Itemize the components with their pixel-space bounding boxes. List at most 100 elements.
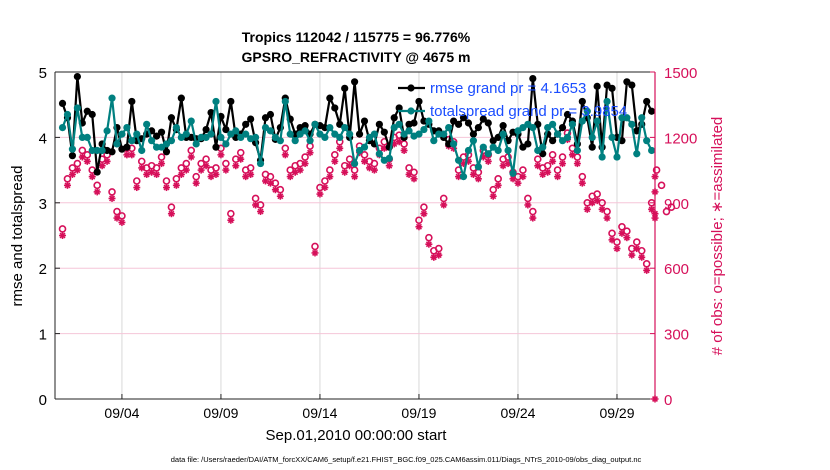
data-point-rmse xyxy=(207,108,215,117)
data-point-totalspread xyxy=(415,130,423,138)
data-point-totalspread xyxy=(474,163,482,171)
data-point-totalspread xyxy=(494,146,502,155)
data-point-assimilated xyxy=(514,179,522,187)
data-point-rmse xyxy=(499,122,507,130)
asterisk-stroke xyxy=(188,154,195,161)
data-point-possible xyxy=(558,153,567,161)
data-point-possible xyxy=(271,179,280,187)
asterisk-stroke xyxy=(475,175,482,182)
data-point-possible xyxy=(301,153,309,161)
data-point-possible xyxy=(613,238,621,246)
data-point-totalspread xyxy=(68,145,77,153)
asterisk-stroke xyxy=(287,173,294,180)
asterisk-stroke xyxy=(569,151,576,158)
asterisk-stroke xyxy=(336,145,343,152)
data-point-assimilated xyxy=(217,151,225,159)
data-point-rmse xyxy=(321,123,329,132)
data-point-totalspread xyxy=(454,156,463,164)
data-point-rmse xyxy=(351,78,359,86)
data-point-possible xyxy=(192,172,200,181)
x-tick-label: 09/14 xyxy=(302,405,337,421)
data-point-totalspread xyxy=(628,120,636,128)
data-point-assimilated xyxy=(638,253,646,261)
asterisk-stroke xyxy=(203,162,210,169)
data-point-totalspread xyxy=(603,97,611,106)
data-point-assimilated xyxy=(405,170,413,178)
axes: 09/04 09/09 09/14 09/19 09/24 09/29 0 1 2 3 4 5 0 300… xyxy=(39,65,698,421)
data-point-totalspread xyxy=(286,130,294,138)
data-point-assimilated xyxy=(296,166,304,174)
data-point-assimilated xyxy=(306,149,314,157)
asterisk-stroke xyxy=(559,160,566,167)
data-point-assimilated xyxy=(628,251,636,259)
asterisk-stroke xyxy=(104,158,111,165)
data-point-assimilated xyxy=(177,170,185,178)
data-point-assimilated xyxy=(276,192,284,200)
data-point-assimilated xyxy=(118,218,126,226)
data-point-totalspread xyxy=(509,169,517,177)
data-point-possible xyxy=(137,157,146,166)
data-point-possible xyxy=(202,155,210,163)
data-point-totalspread xyxy=(633,150,641,158)
data-point-rmse xyxy=(58,99,67,107)
data-point-totalspread xyxy=(63,110,72,119)
asterisk-stroke xyxy=(99,162,106,169)
asterisk-stroke xyxy=(495,182,502,189)
x-tick-label: 09/29 xyxy=(599,405,634,421)
data-point-assimilated xyxy=(351,173,359,181)
y-tick-label-right: 1500 xyxy=(664,65,697,82)
data-point-possible xyxy=(256,201,265,209)
x-tick-label: 09/09 xyxy=(203,405,238,421)
data-point-totalspread xyxy=(118,130,126,138)
data-point-assimilated xyxy=(187,153,195,161)
asterisk-stroke xyxy=(490,193,497,200)
series-assimilated xyxy=(59,136,659,403)
data-point-totalspread xyxy=(217,133,225,141)
data-point-totalspread xyxy=(276,137,284,145)
data-point-assimilated xyxy=(167,210,175,218)
asterisk-stroke xyxy=(534,162,541,169)
legend-swatch-marker xyxy=(407,107,415,115)
data-point-rmse xyxy=(123,143,131,151)
data-point-totalspread xyxy=(549,120,557,128)
data-point-assimilated xyxy=(93,188,101,196)
asterisk-stroke xyxy=(227,217,234,224)
data-point-totalspread xyxy=(291,137,299,145)
data-point-possible xyxy=(152,164,161,172)
data-point-totalspread xyxy=(351,159,359,168)
asterisk-stroke xyxy=(173,182,180,189)
data-point-possible xyxy=(167,203,176,211)
data-point-possible xyxy=(276,185,285,194)
y-axis-label: rmse and totalspread xyxy=(9,166,26,307)
data-point-possible xyxy=(434,244,443,253)
data-point-totalspread xyxy=(78,133,86,141)
data-point-possible xyxy=(345,155,354,163)
legend-entry: totalspread grand pr = 3.9854 xyxy=(398,103,627,120)
data-point-possible xyxy=(340,161,349,170)
data-point-assimilated xyxy=(370,166,378,174)
asterisk-stroke xyxy=(148,169,155,176)
data-point-totalspread xyxy=(613,153,621,161)
data-point-possible xyxy=(618,222,626,231)
asterisk-stroke xyxy=(74,167,81,174)
asterisk-stroke xyxy=(554,173,561,180)
data-point-totalspread xyxy=(73,104,81,112)
asterisk-stroke xyxy=(609,236,616,243)
data-point-totalspread xyxy=(588,133,596,141)
data-point-totalspread xyxy=(608,133,616,141)
data-point-totalspread xyxy=(539,143,547,151)
asterisk-stroke xyxy=(232,162,239,169)
data-point-possible xyxy=(78,146,87,155)
y-tick-label-right: 300 xyxy=(664,327,689,344)
data-point-possible xyxy=(593,190,601,198)
data-point-possible xyxy=(657,181,666,190)
data-point-rmse xyxy=(445,140,453,148)
data-point-rmse xyxy=(162,148,171,156)
data-point-totalspread xyxy=(598,153,606,161)
asterisk-stroke xyxy=(94,188,101,195)
data-point-possible xyxy=(603,207,611,216)
data-point-totalspread xyxy=(103,127,111,135)
asterisk-stroke xyxy=(420,210,427,217)
y-tick-label-right: 600 xyxy=(664,261,689,278)
